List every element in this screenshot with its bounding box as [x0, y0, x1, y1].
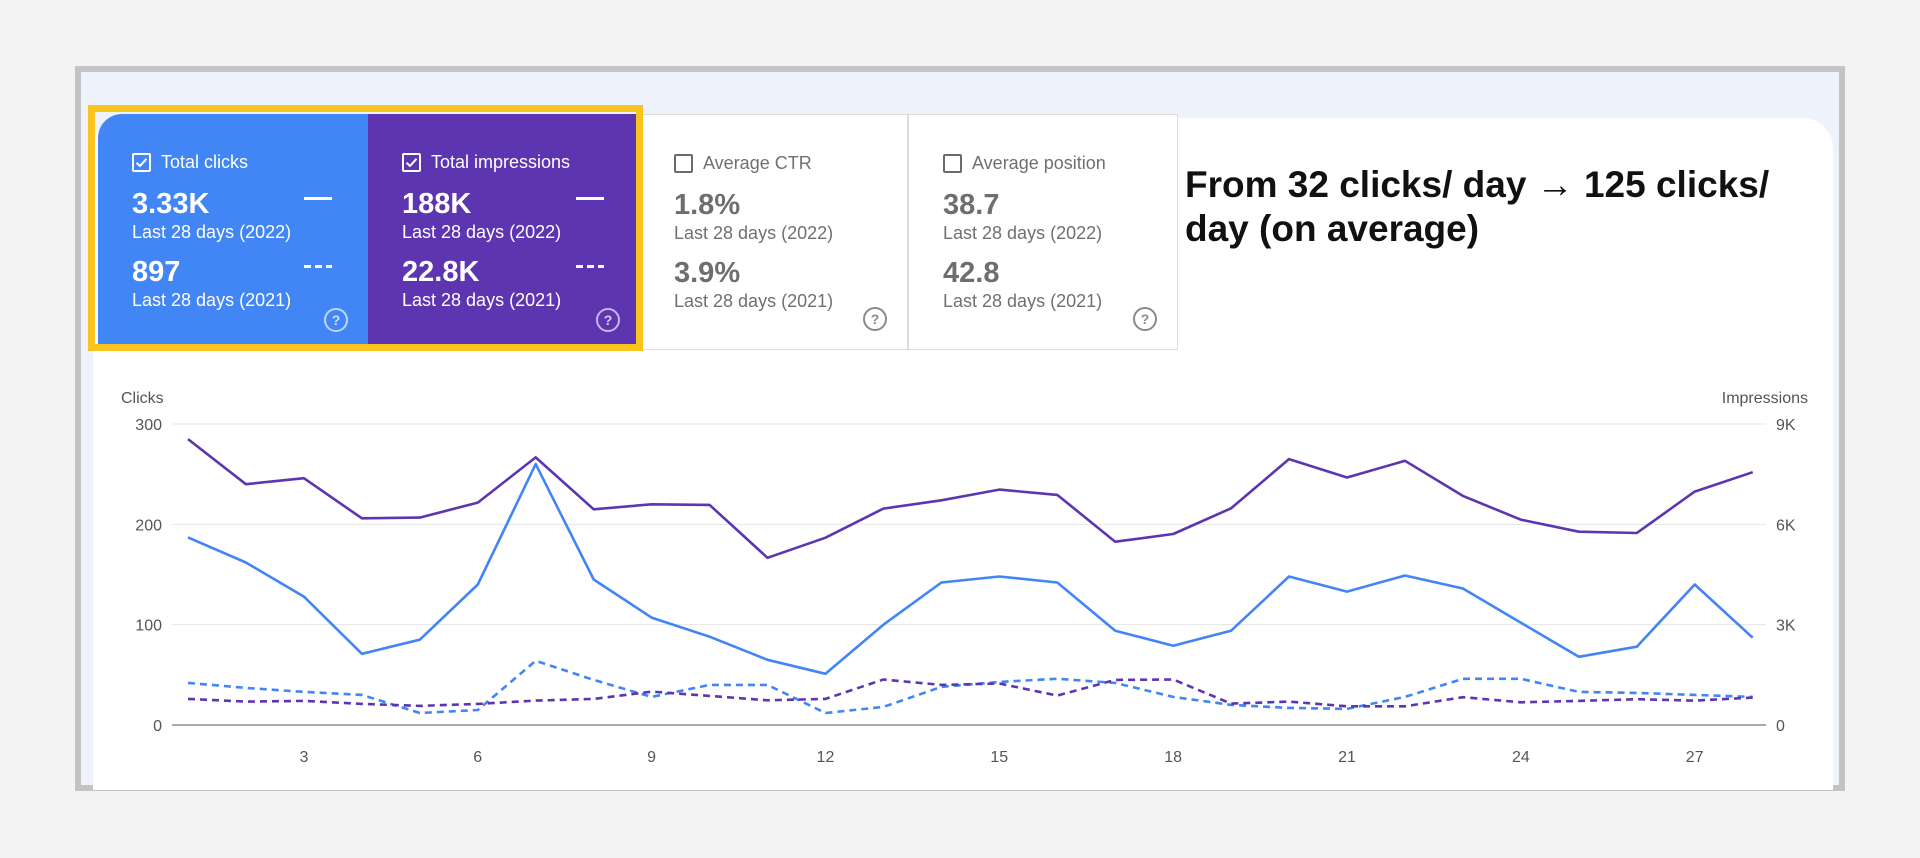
y-right-tick-label: 3K [1776, 618, 1796, 635]
metric-value-current: 188K [402, 188, 472, 220]
metric-period-previous: Last 28 days (2021) [132, 290, 292, 310]
dashed-line-legend-icon [304, 265, 332, 268]
x-tick-label: 3 [299, 749, 308, 766]
metric-period-previous: Last 28 days (2021) [402, 290, 562, 310]
y-left-axis-label: Clicks [121, 390, 164, 407]
metric-period-current: Last 28 days (2022) [943, 223, 1103, 243]
metric-card-average-ctr[interactable]: Average CTR 1.8% Last 28 days (2022) 3.9… [640, 114, 908, 350]
checkbox-unchecked-icon[interactable] [943, 154, 962, 173]
dashed-line-legend-icon [576, 265, 604, 268]
x-tick-label: 24 [1512, 749, 1530, 766]
metric-card-header[interactable]: Average CTR [674, 153, 812, 174]
metric-period-current: Last 28 days (2022) [674, 223, 834, 243]
metric-card-total-clicks[interactable]: Total clicks 3.33K Last 28 days (2022) 8… [98, 114, 368, 350]
metric-card-average-position[interactable]: Average position 38.7 Last 28 days (2022… [908, 114, 1178, 350]
help-icon[interactable]: ? [324, 308, 348, 332]
help-icon[interactable]: ? [1133, 307, 1157, 331]
metric-value-previous: 897 [132, 256, 181, 288]
x-tick-label: 9 [647, 749, 656, 766]
metric-period-previous: Last 28 days (2021) [674, 291, 834, 311]
y-right-tick-label: 9K [1776, 417, 1796, 434]
metric-value-previous: 42.8 [943, 257, 1000, 289]
y-right-axis-label: Impressions [1722, 390, 1808, 407]
solid-line-legend-icon [576, 197, 604, 200]
metric-label: Average position [972, 153, 1106, 173]
x-tick-label: 18 [1164, 749, 1182, 766]
metric-card-header[interactable]: Average position [943, 153, 1106, 174]
checkbox-unchecked-icon[interactable] [674, 154, 693, 173]
metric-card-header[interactable]: Total impressions [402, 152, 570, 173]
x-tick-label: 12 [817, 749, 835, 766]
metric-period-current: Last 28 days (2022) [132, 222, 292, 242]
series-line-solid-impressions [187, 438, 1754, 560]
y-right-tick-label: 0 [1776, 718, 1785, 735]
y-left-tick-label: 100 [135, 618, 162, 635]
metric-value-current: 38.7 [943, 189, 1000, 221]
metric-card-header[interactable]: Total clicks [132, 152, 248, 173]
metric-value-current: 1.8% [674, 189, 741, 221]
x-tick-label: 6 [473, 749, 482, 766]
x-tick-label: 21 [1338, 749, 1356, 766]
metric-label: Total clicks [161, 152, 249, 172]
series-line-dashed-impressions [187, 678, 1753, 708]
y-right-tick-label: 6K [1776, 517, 1796, 534]
y-left-tick-label: 300 [135, 417, 162, 434]
metric-value-previous: 22.8K [402, 256, 480, 288]
help-icon[interactable]: ? [596, 308, 620, 332]
metric-value-current: 3.33K [132, 188, 210, 220]
metric-card-total-impressions[interactable]: Total impressions 188K Last 28 days (202… [368, 114, 640, 350]
metric-period-current: Last 28 days (2022) [402, 222, 562, 242]
help-icon[interactable]: ? [863, 307, 887, 331]
metric-value-previous: 3.9% [674, 257, 741, 289]
checkbox-checked-icon[interactable] [132, 153, 151, 172]
metric-label: Total impressions [431, 152, 571, 172]
metric-period-previous: Last 28 days (2021) [943, 291, 1103, 311]
solid-line-legend-icon [304, 197, 332, 200]
metric-label: Average CTR [703, 153, 812, 173]
checkbox-checked-icon[interactable] [402, 153, 421, 172]
series-line-solid-clicks [187, 462, 1754, 676]
x-tick-label: 27 [1686, 749, 1704, 766]
annotation-text: From 32 clicks/ day → 125 clicks/ day (o… [1185, 164, 1770, 249]
y-left-tick-label: 0 [153, 718, 162, 735]
y-left-tick-label: 200 [135, 517, 162, 534]
x-tick-label: 15 [990, 749, 1008, 766]
